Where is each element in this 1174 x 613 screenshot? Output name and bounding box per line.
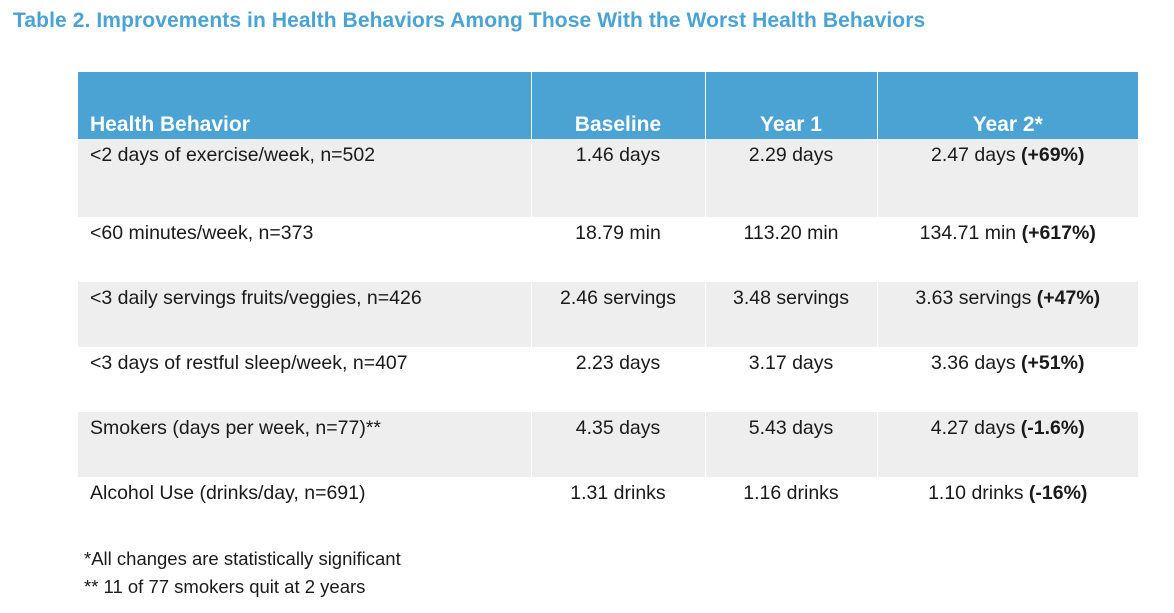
table-title: Table 2. Improvements in Health Behavior…	[13, 9, 926, 32]
year-2-cell: 134.71 min (+617%)	[877, 217, 1138, 282]
table-row: <3 daily servings fruits/veggies, n=426 …	[78, 282, 1138, 347]
header-row: Health Behavior Baseline Year 1 Year 2*	[78, 72, 1138, 139]
footnotes: *All changes are statistically significa…	[84, 545, 401, 601]
baseline-cell: 4.35 days	[531, 412, 706, 477]
year-2-change: (-16%)	[1028, 482, 1088, 504]
header-health-behavior: Health Behavior	[78, 72, 532, 139]
table-row: <3 days of restful sleep/week, n=407 2.2…	[78, 347, 1138, 412]
year-1-cell: 1.16 drinks	[705, 477, 878, 529]
year-2-cell: 1.10 drinks (-16%)	[877, 477, 1138, 529]
table-row: Smokers (days per week, n=77)** 4.35 day…	[78, 412, 1138, 477]
header-year-2: Year 2*	[877, 72, 1138, 139]
year-2-cell: 4.27 days (-1.6%)	[877, 412, 1138, 477]
year-1-cell: 3.48 servings	[705, 282, 878, 347]
year-2-value: 2.47 days	[931, 144, 1016, 166]
behavior-cell: <3 daily servings fruits/veggies, n=426	[78, 282, 532, 347]
year-2-change: (-1.6%)	[1020, 417, 1085, 439]
baseline-cell: 1.31 drinks	[531, 477, 706, 529]
year-2-value: 1.10 drinks	[928, 482, 1024, 504]
table-row: <60 minutes/week, n=373 18.79 min 113.20…	[78, 217, 1138, 282]
table-body: <2 days of exercise/week, n=502 1.46 day…	[78, 139, 1138, 529]
year-2-cell: 3.63 servings (+47%)	[877, 282, 1138, 347]
year-2-change: (+47%)	[1036, 287, 1101, 309]
year-2-change: (+69%)	[1021, 144, 1085, 166]
footnote-significance: *All changes are statistically significa…	[84, 548, 401, 569]
behavior-cell: <3 days of restful sleep/week, n=407	[78, 347, 532, 412]
year-2-value: 134.71 min	[919, 222, 1017, 244]
baseline-cell: 2.23 days	[531, 347, 706, 412]
footnote-smokers-quit: ** 11 of 77 smokers quit at 2 years	[84, 576, 366, 597]
baseline-cell: 1.46 days	[531, 139, 706, 217]
table-row: <2 days of exercise/week, n=502 1.46 day…	[78, 139, 1138, 217]
health-behaviors-table: Health Behavior Baseline Year 1 Year 2* …	[78, 72, 1138, 529]
year-2-cell: 2.47 days (+69%)	[877, 139, 1138, 217]
year-2-cell: 3.36 days (+51%)	[877, 347, 1138, 412]
year-2-value: 3.63 servings	[915, 287, 1032, 309]
behavior-cell: <2 days of exercise/week, n=502	[78, 139, 532, 217]
baseline-cell: 18.79 min	[531, 217, 706, 282]
year-1-cell: 113.20 min	[705, 217, 878, 282]
year-1-cell: 2.29 days	[705, 139, 878, 217]
behavior-cell: Smokers (days per week, n=77)**	[78, 412, 532, 477]
year-1-cell: 3.17 days	[705, 347, 878, 412]
table-row: Alcohol Use (drinks/day, n=691) 1.31 dri…	[78, 477, 1138, 529]
year-2-value: 3.36 days	[931, 352, 1016, 374]
table-header: Health Behavior Baseline Year 1 Year 2*	[78, 72, 1138, 139]
year-2-value: 4.27 days	[930, 417, 1016, 439]
year-2-change: (+617%)	[1021, 222, 1096, 244]
header-year-1: Year 1	[705, 72, 878, 139]
behavior-cell: <60 minutes/week, n=373	[78, 217, 532, 282]
year-2-change: (+51%)	[1021, 352, 1085, 374]
baseline-cell: 2.46 servings	[531, 282, 706, 347]
year-1-cell: 5.43 days	[705, 412, 878, 477]
behavior-cell: Alcohol Use (drinks/day, n=691)	[78, 477, 532, 529]
header-baseline: Baseline	[531, 72, 706, 139]
